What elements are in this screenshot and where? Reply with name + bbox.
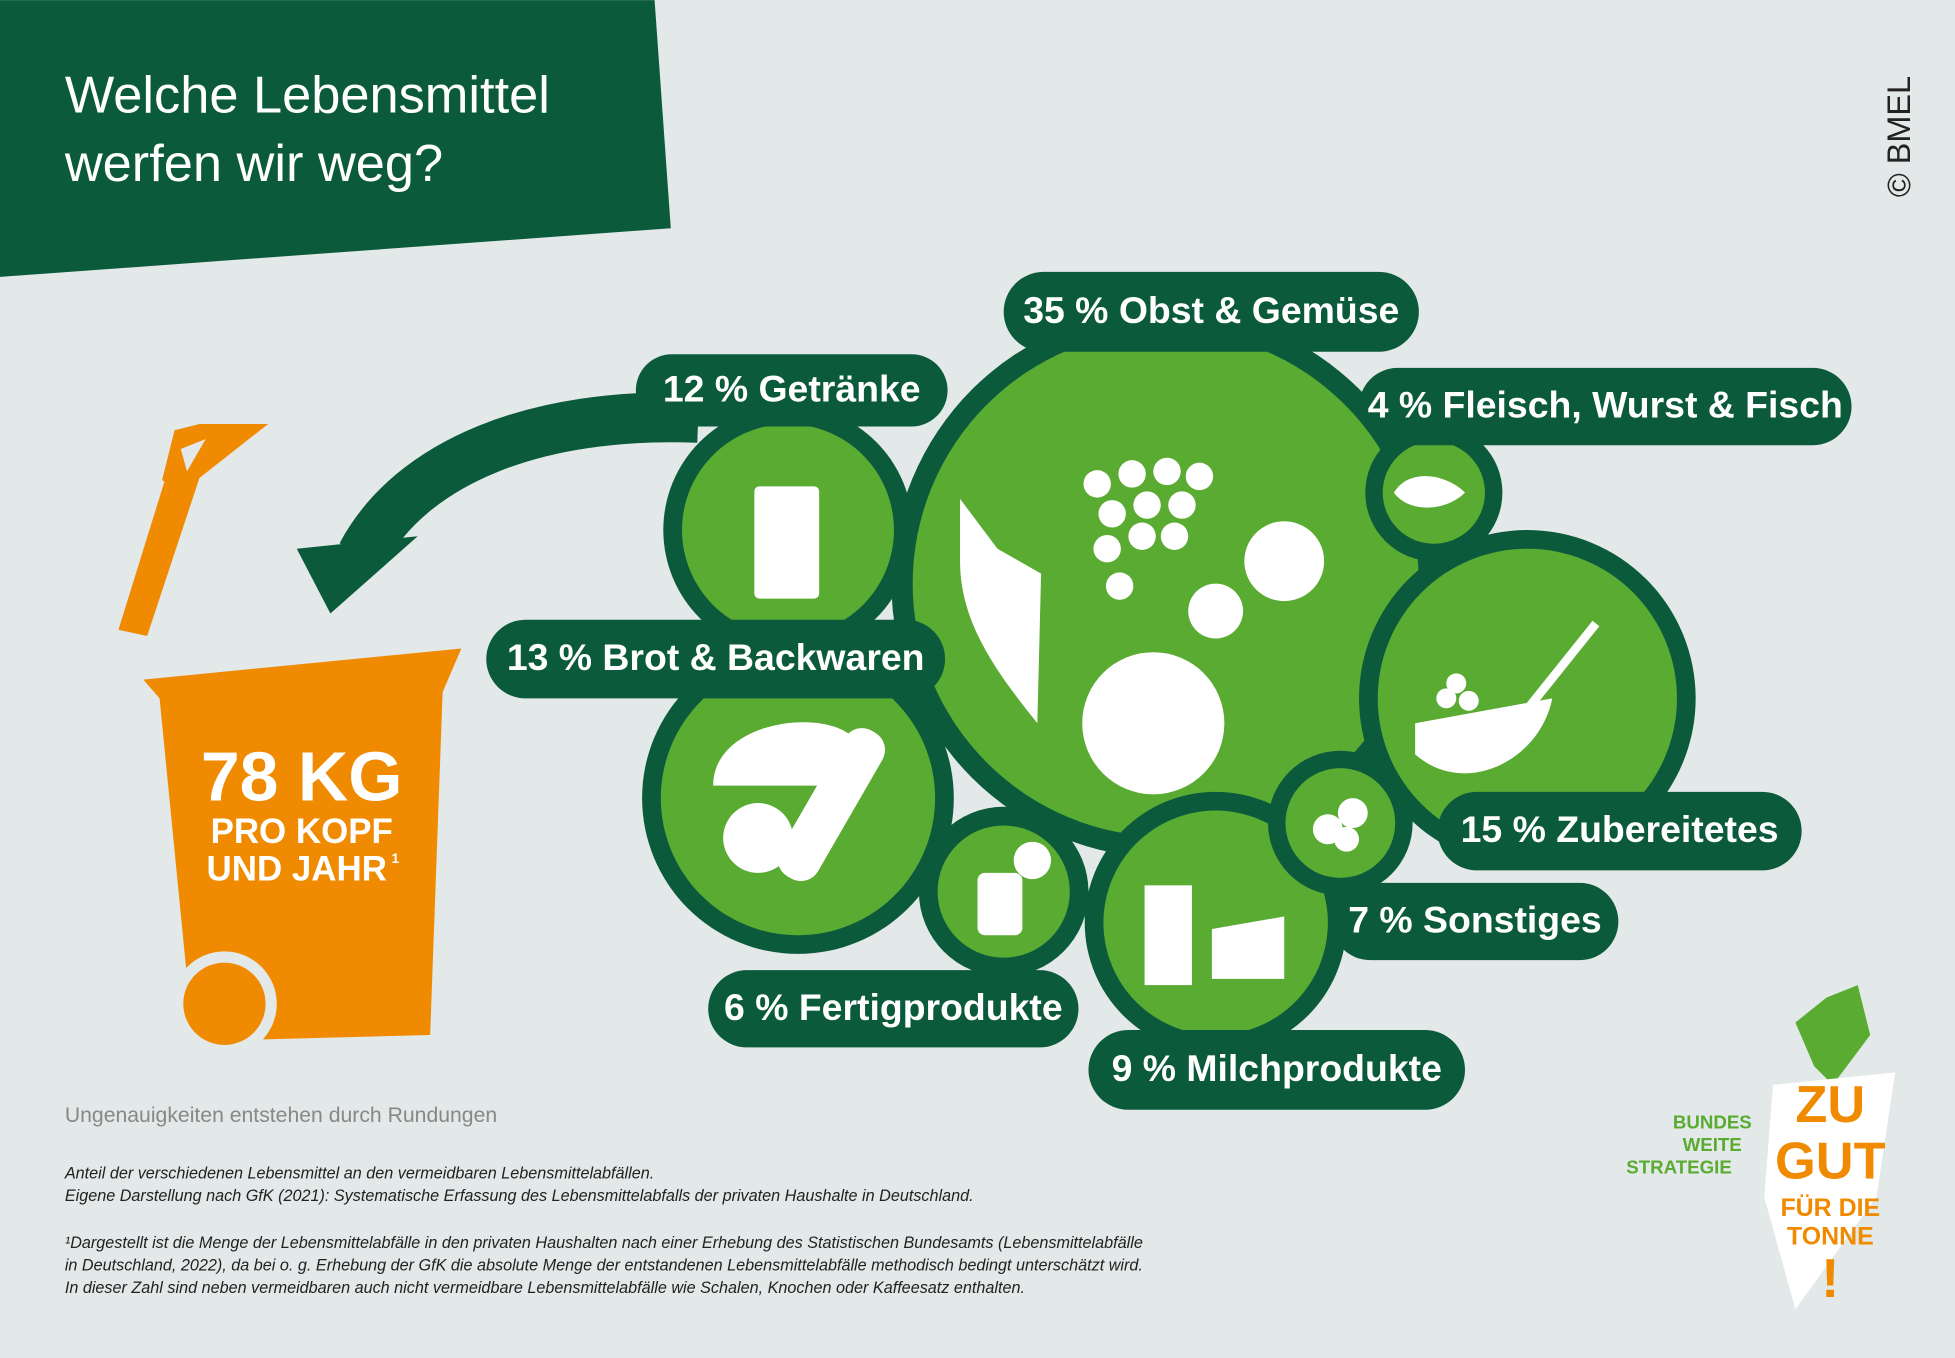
logo-text: TONNE <box>1787 1222 1874 1250</box>
bin-text: UND JAHR <box>207 849 387 888</box>
logo-text: ZU <box>1795 1076 1865 1134</box>
label-pill <box>1437 791 1802 871</box>
category-label: 15 % Zubereitetes <box>1461 808 1779 850</box>
title-line: Welche Lebensmittel <box>65 66 550 124</box>
label-pill <box>1359 367 1852 446</box>
bin-amount: 78 KG <box>201 738 403 816</box>
footnotes: Anteil der verschiedenen Lebensmittel an… <box>64 1164 1143 1297</box>
title-line: werfen wir weg? <box>64 135 443 193</box>
label-pill <box>1088 1029 1466 1110</box>
category-label: 7 % Sonstiges <box>1348 899 1602 941</box>
category-label: 35 % Obst & Gemüse <box>1023 289 1399 331</box>
footnote: Anteil der verschiedenen Lebensmittel an… <box>64 1164 654 1182</box>
label-pill <box>1003 271 1419 352</box>
icons <box>713 457 1600 986</box>
category-label: 6 % Fertigprodukte <box>724 986 1063 1028</box>
logo-text: WEITE <box>1683 1134 1742 1155</box>
logo-text: BUNDES <box>1673 1111 1752 1132</box>
logo-text: FÜR DIE <box>1780 1193 1880 1222</box>
bin-text: PRO KOPF <box>211 812 393 851</box>
category-label: 12 % Getränke <box>663 367 921 409</box>
footnote: in Deutschland, 2022), da bei o. g. Erhe… <box>65 1257 1143 1275</box>
footnote: ¹Dargestellt ist die Menge der Lebensmit… <box>65 1234 1143 1252</box>
logo-text: STRATEGIE <box>1626 1156 1732 1177</box>
arrow-head <box>296 536 418 614</box>
note: Ungenauigkeiten entstehen durch Rundunge… <box>65 1104 497 1127</box>
category-label: 4 % Fleisch, Wurst & Fisch <box>1368 384 1843 426</box>
bin <box>118 424 462 1057</box>
label-pill <box>486 619 946 699</box>
label-pill <box>1331 882 1619 961</box>
logo-text: ! <box>1821 1247 1839 1309</box>
category-label: 9 % Milchprodukte <box>1112 1047 1442 1089</box>
label-pill <box>708 970 1079 1048</box>
footnote-mark: 1 <box>391 851 399 866</box>
footnote: In dieser Zahl sind neben vermeidbaren a… <box>65 1279 1025 1297</box>
labels: 35 % Obst & Gemüse 12 % Getränke 4 % Fleis… <box>486 271 1852 1110</box>
footnote: Eigene Darstellung nach GfK (2021): Syst… <box>65 1187 974 1205</box>
label-pill <box>635 354 948 427</box>
category-label: 13 % Brot & Backwaren <box>507 636 925 678</box>
copyright: © BMEL <box>1881 76 1917 197</box>
arrow <box>339 392 700 568</box>
title-banner <box>0 0 671 277</box>
logo-text: GUT <box>1775 1132 1886 1190</box>
